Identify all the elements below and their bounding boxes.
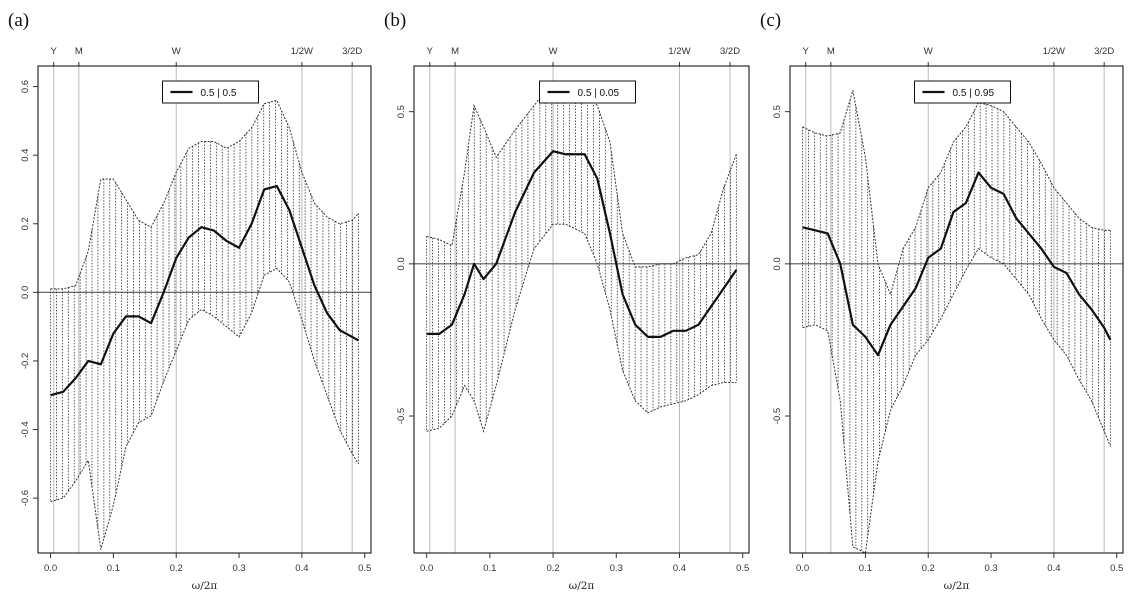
panel-label: (a) bbox=[8, 10, 29, 31]
marker-label: 1/2W bbox=[1043, 46, 1065, 57]
marker-label: W bbox=[172, 46, 181, 57]
plot-frame bbox=[413, 65, 750, 554]
y-tick-label: -0.5 bbox=[772, 408, 783, 424]
marker-label: M bbox=[451, 46, 459, 57]
x-tick-label: 0.4 bbox=[1047, 563, 1060, 574]
x-tick-label: 0.5 bbox=[358, 563, 371, 574]
marker-label: 1/2W bbox=[291, 46, 313, 57]
marker-label: Y bbox=[803, 46, 810, 57]
x-tick-label: 0.0 bbox=[796, 563, 809, 574]
y-tick-label: 0.0 bbox=[772, 257, 783, 270]
y-tick-label: 0.0 bbox=[20, 286, 31, 299]
marker-label: W bbox=[549, 46, 558, 57]
panel-3: (c) Y M W 1/2W 3/2D 0.0 0.1 0.2 0.3 0.4 0.5 ω/2π -0.5… bbox=[760, 10, 1124, 592]
x-tick-label: 0.1 bbox=[483, 563, 496, 574]
legend-label: 0.5 | 0.95 bbox=[953, 88, 995, 99]
marker-label: 1/2W bbox=[668, 46, 690, 57]
y-tick-label: -0.4 bbox=[20, 421, 31, 437]
y-tick-label: 0.6 bbox=[20, 80, 31, 93]
band-upper bbox=[426, 80, 737, 268]
x-tick-label: 0.1 bbox=[107, 563, 120, 574]
x-tick-label: 0.0 bbox=[420, 563, 433, 574]
legend-label: 0.5 | 0.05 bbox=[578, 88, 620, 99]
y-tick-label: 0.0 bbox=[396, 257, 407, 270]
y-tick-label: 0.5 bbox=[772, 105, 783, 118]
series-line bbox=[50, 184, 359, 397]
panel-2: (b) Y M W 1/2W 3/2D 0.0 0.1 0.2 0.3 0.4 0.5 ω/2π -0.5… bbox=[384, 10, 750, 592]
x-tick-label: 0.5 bbox=[736, 563, 749, 574]
marker-label: Y bbox=[427, 46, 434, 57]
marker-label: 3/2D bbox=[720, 46, 740, 57]
legend-box bbox=[162, 80, 259, 104]
x-tick-label: 0.2 bbox=[922, 563, 935, 574]
marker-label: 3/2D bbox=[342, 46, 362, 57]
x-axis-label: ω/2π bbox=[944, 580, 970, 592]
x-tick-label: 0.5 bbox=[1110, 563, 1123, 574]
band-upper bbox=[802, 90, 1111, 296]
marker-label: M bbox=[75, 46, 83, 57]
x-tick-label: 0.4 bbox=[673, 563, 686, 574]
panel-1: (a) Y M W 1/2W 3/2D 0.0 0.1 0.2 0.3 0.4 0.5 ω/2π -0.6… bbox=[8, 10, 372, 592]
x-tick-label: 0.1 bbox=[859, 563, 872, 574]
y-tick-label: -0.5 bbox=[396, 408, 407, 424]
y-tick-label: 0.4 bbox=[20, 149, 31, 162]
legend-label: 0.5 | 0.5 bbox=[201, 88, 237, 99]
x-axis-label: ω/2π bbox=[569, 580, 595, 592]
x-tick-label: 0.3 bbox=[232, 563, 245, 574]
panel-label: (b) bbox=[384, 10, 406, 31]
series-line bbox=[802, 171, 1112, 357]
band-lower bbox=[426, 223, 737, 434]
x-tick-label: 0.3 bbox=[984, 563, 997, 574]
band-upper bbox=[50, 99, 359, 290]
marker-label: M bbox=[827, 46, 835, 57]
x-tick-label: 0.2 bbox=[170, 563, 183, 574]
band-lower bbox=[802, 247, 1111, 554]
x-tick-label: 0.3 bbox=[610, 563, 623, 574]
x-tick-label: 0.4 bbox=[295, 563, 308, 574]
y-tick-label: -0.6 bbox=[20, 490, 31, 506]
marker-label: Y bbox=[51, 46, 58, 57]
y-tick-label: 0.5 bbox=[396, 105, 407, 118]
y-tick-label: -0.2 bbox=[20, 353, 31, 369]
series-line bbox=[426, 150, 738, 338]
marker-label: 3/2D bbox=[1094, 46, 1114, 57]
y-tick-label: 0.2 bbox=[20, 217, 31, 230]
plot-frame bbox=[37, 65, 372, 554]
panel-label: (c) bbox=[760, 10, 781, 31]
x-tick-label: 0.2 bbox=[546, 563, 559, 574]
legend-box bbox=[539, 80, 636, 104]
x-axis-label: ω/2π bbox=[192, 580, 218, 592]
marker-label: W bbox=[924, 46, 933, 57]
legend-box bbox=[914, 80, 1011, 104]
plot-frame bbox=[789, 65, 1124, 554]
x-tick-label: 0.0 bbox=[44, 563, 57, 574]
band-lower bbox=[50, 267, 359, 550]
